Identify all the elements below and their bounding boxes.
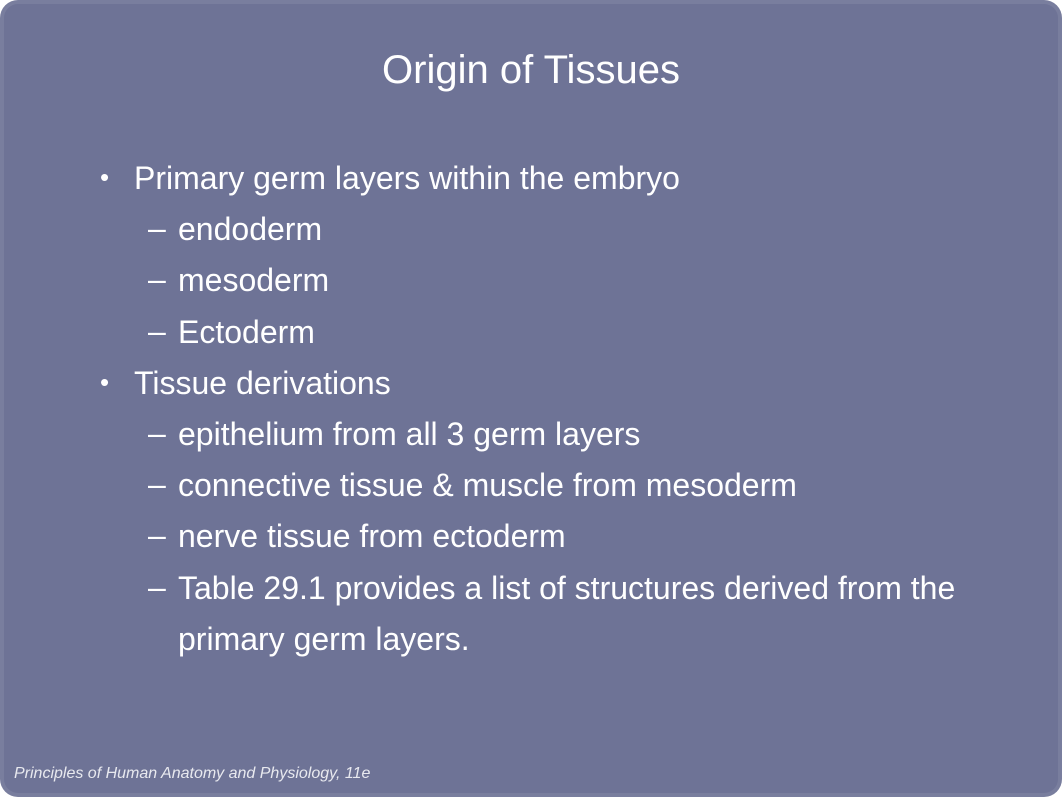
bullet-text: nerve tissue from ectoderm: [178, 511, 992, 562]
bullet-text: Table 29.1 provides a list of structures…: [178, 563, 992, 665]
bullet-marker: –: [148, 460, 178, 508]
slide-container: Origin of Tissues • Primary germ layers …: [0, 0, 1062, 797]
bullet-text: Tissue derivations: [134, 358, 992, 409]
bullet-item: – mesoderm: [148, 255, 992, 306]
bullet-marker: –: [148, 511, 178, 559]
bullet-text: mesoderm: [178, 255, 992, 306]
bullet-marker: •: [100, 153, 134, 202]
bullet-text: connective tissue & muscle from mesoderm: [178, 460, 992, 511]
bullet-item: – epithelium from all 3 germ layers: [148, 409, 992, 460]
bullet-marker: –: [148, 255, 178, 303]
slide-title: Origin of Tissues: [0, 48, 1062, 93]
bullet-text: endoderm: [178, 204, 992, 255]
slide-footer: Principles of Human Anatomy and Physiolo…: [14, 765, 370, 783]
bullet-item: • Primary germ layers within the embryo: [100, 153, 992, 204]
bullet-item: – nerve tissue from ectoderm: [148, 511, 992, 562]
bullet-marker: –: [148, 563, 178, 611]
bullet-text: epithelium from all 3 germ layers: [178, 409, 992, 460]
bullet-marker: –: [148, 204, 178, 252]
bullet-item: – Ectoderm: [148, 307, 992, 358]
bullet-item: – endoderm: [148, 204, 992, 255]
bullet-text: Ectoderm: [178, 307, 992, 358]
bullet-item: – connective tissue & muscle from mesode…: [148, 460, 992, 511]
bullet-item: – Table 29.1 provides a list of structur…: [148, 563, 992, 665]
bullet-text: Primary germ layers within the embryo: [134, 153, 992, 204]
bullet-marker: –: [148, 409, 178, 457]
bullet-marker: •: [100, 358, 134, 407]
bullet-marker: –: [148, 307, 178, 355]
slide-content: • Primary germ layers within the embryo …: [0, 153, 1062, 665]
bullet-item: • Tissue derivations: [100, 358, 992, 409]
